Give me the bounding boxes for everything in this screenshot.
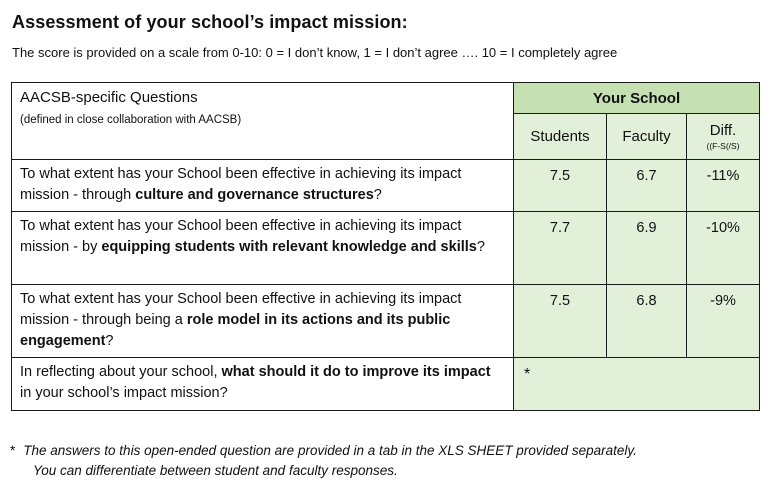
table-row: To what extent has your School been effe… xyxy=(11,211,761,285)
students-score: 7.5 xyxy=(513,284,607,358)
faculty-score: 6.9 xyxy=(606,211,687,285)
students-header: Students xyxy=(513,113,607,160)
footnote-marker: * xyxy=(10,443,16,458)
question-cell: To what extent has your School been effe… xyxy=(11,211,514,285)
faculty-score: 6.8 xyxy=(606,284,687,358)
assessment-table: AACSB-specific Questions (defined in clo… xyxy=(11,82,761,411)
diff-header: Diff. ((F-S(/S) xyxy=(685,113,761,160)
questions-header-sublabel: (defined in close collaboration with AAC… xyxy=(20,114,242,126)
page-title: Assessment of your school’s impact missi… xyxy=(12,12,408,32)
your-school-header: Your School xyxy=(512,82,761,114)
open-question-text: In reflecting about your school, xyxy=(20,364,222,380)
open-question-cell: In reflecting about your school, what sh… xyxy=(11,357,514,411)
open-question-end: in your school’s impact mission? xyxy=(20,385,228,401)
question-emphasis: equipping students with relevant knowled… xyxy=(101,239,477,255)
footnote: * The answers to this open-ended question… xyxy=(10,441,637,481)
question-text: To what extent has your School been effe… xyxy=(20,218,462,255)
question-end: ? xyxy=(105,333,114,349)
question-end: ? xyxy=(373,187,382,203)
students-score: 7.7 xyxy=(513,211,607,285)
table-row: To what extent has your School been effe… xyxy=(11,284,761,358)
question-end: ? xyxy=(476,239,485,255)
students-score: 7.5 xyxy=(513,159,607,212)
questions-header-cell: AACSB-specific Questions (defined in clo… xyxy=(11,82,514,160)
question-cell: To what extent has your School been effe… xyxy=(11,284,514,358)
footnote-line-1: The answers to this open-ended question … xyxy=(23,443,637,458)
table-row: To what extent has your School been effe… xyxy=(11,159,761,212)
faculty-header: Faculty xyxy=(606,113,687,160)
footnote-line-2: You can differentiate between student an… xyxy=(33,463,398,478)
diff-header-label: Diff. xyxy=(709,122,737,139)
diff-value: -9% xyxy=(685,284,761,358)
faculty-score: 6.7 xyxy=(606,159,687,212)
open-answer-cell: * xyxy=(512,357,761,411)
diff-value: -10% xyxy=(685,211,761,285)
questions-header-label: AACSB-specific Questions xyxy=(20,89,198,106)
diff-header-formula: ((F-S(/S) xyxy=(706,141,740,151)
question-text: To what extent has your School been effe… xyxy=(20,291,462,328)
diff-value: -11% xyxy=(685,159,761,212)
question-emphasis: culture and governance structures xyxy=(135,187,374,203)
question-text: To what extent has your School been effe… xyxy=(20,166,462,203)
scale-description: The score is provided on a scale from 0-… xyxy=(12,45,618,60)
question-cell: To what extent has your School been effe… xyxy=(11,159,514,212)
question-emphasis: role model in its actions and its public… xyxy=(20,312,451,349)
open-question-emphasis: what should it do to improve its impact xyxy=(221,364,491,380)
open-question-row: In reflecting about your school, what sh… xyxy=(11,357,761,411)
